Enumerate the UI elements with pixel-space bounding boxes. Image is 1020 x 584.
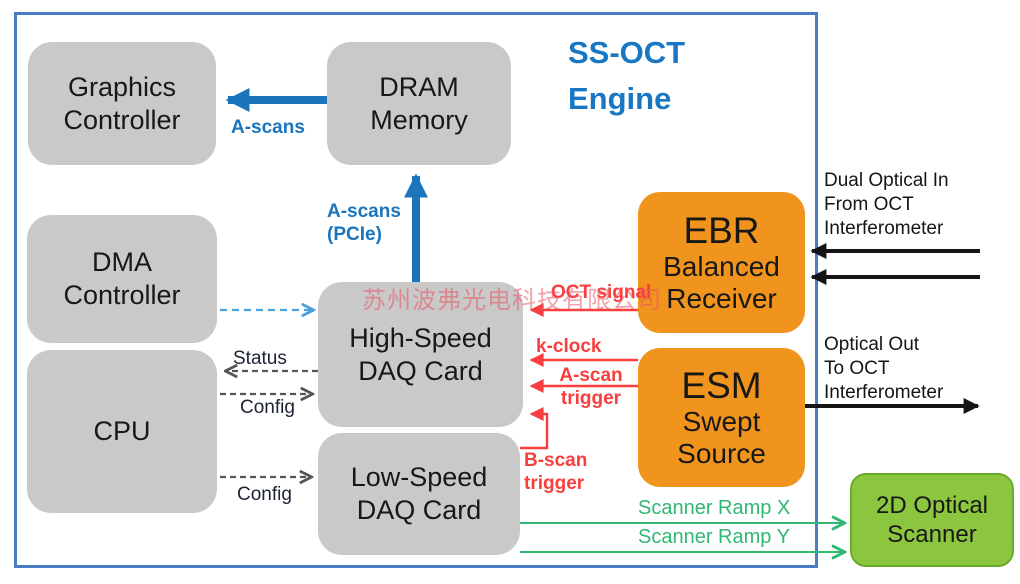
b-scan-trigger-label: B-scan trigger <box>524 450 588 494</box>
dma-controller-block: DMA Controller <box>27 215 217 343</box>
a-scans-label: A-scans <box>231 117 305 138</box>
status-label: Status <box>233 348 287 369</box>
scanner-ramp-x-label: Scanner Ramp X <box>638 497 791 519</box>
esm-title: ESM <box>681 364 762 406</box>
ebr-balanced-receiver-block: EBR Balanced Receiver <box>638 192 805 333</box>
dram-memory-block: DRAM Memory <box>327 42 511 165</box>
config-low-speed-label: Config <box>237 484 292 505</box>
watermark-text: 苏州波弗光电科技有限公司 <box>362 287 662 314</box>
high-speed-daq-block: High-Speed DAQ Card <box>318 282 523 427</box>
optical-out-label: Optical Out To OCT Interferometer <box>824 334 944 403</box>
optical-scanner-block: 2D Optical Scanner <box>850 473 1014 567</box>
cpu-label: CPU <box>93 416 151 446</box>
esm-subtitle: Swept Source <box>677 405 766 469</box>
dma-controller-label: DMA Controller <box>63 247 181 310</box>
low-speed-daq-label: Low-Speed DAQ Card <box>350 462 488 525</box>
ebr-subtitle: Balanced Receiver <box>663 250 780 314</box>
esm-swept-source-block: ESM Swept Source <box>638 348 805 487</box>
dram-memory-label: DRAM Memory <box>370 71 468 135</box>
config-high-speed-label: Config <box>240 397 295 418</box>
oct-signal-label: OCT signal <box>551 282 652 303</box>
graphics-controller-label: Graphics Controller <box>63 71 181 135</box>
low-speed-daq-block: Low-Speed DAQ Card <box>318 433 520 555</box>
dual-optical-in-label: Dual Optical In From OCT Interferometer <box>824 170 949 239</box>
a-scans-pcie-label: A-scans (PCIe) <box>327 201 401 245</box>
engine-boundary-frame <box>14 12 818 568</box>
diagram-title: SS-OCT Engine <box>568 35 686 116</box>
graphics-controller-block: Graphics Controller <box>28 42 216 165</box>
high-speed-daq-label: High-Speed DAQ Card <box>349 322 492 386</box>
cpu-block: CPU <box>27 350 217 513</box>
optical-scanner-label: 2D Optical Scanner <box>875 492 989 548</box>
a-scan-trigger-label: A-scan trigger <box>559 365 623 409</box>
scanner-ramp-y-label: Scanner Ramp Y <box>638 526 790 548</box>
k-clock-label: k-clock <box>536 336 602 357</box>
ebr-title: EBR <box>683 209 760 251</box>
